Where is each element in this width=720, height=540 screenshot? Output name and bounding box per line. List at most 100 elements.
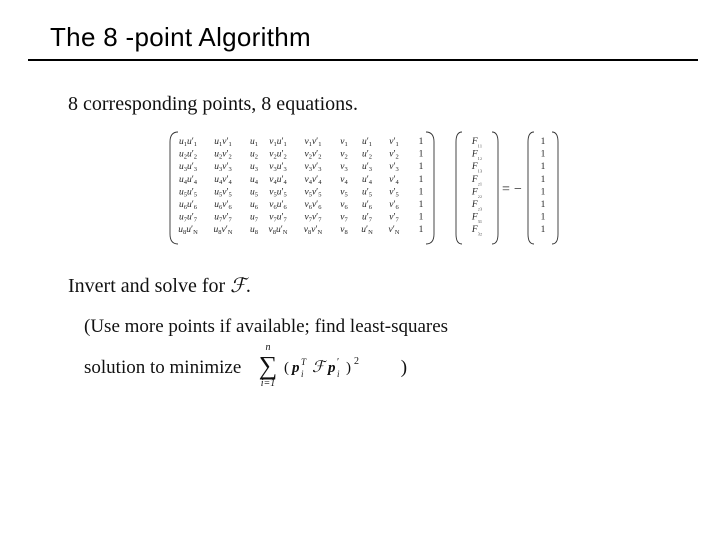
svg-text:v5: v5 [340,187,347,198]
svg-text:v7: v7 [340,213,348,224]
svg-text:F₁₃: F₁₃ [471,162,482,173]
svg-text:v′3: v′3 [389,162,399,173]
svg-text:v8u′N: v8u′N [269,225,288,236]
svg-text:v′6: v′6 [389,200,399,211]
svg-text:F₂₂: F₂₂ [471,187,482,198]
invert-line: Invert and solve for ℱ. [68,273,680,298]
svg-text:i: i [337,369,340,379]
svg-text:v6u′6: v6u′6 [269,200,287,211]
svg-text:u5v′5: u5v′5 [214,187,232,198]
svg-text:v8v′N: v8v′N [304,225,323,236]
note-prefix: solution to minimize [84,357,246,378]
svg-text:u3: u3 [250,162,258,173]
svg-text:v5u′5: v5u′5 [269,187,287,198]
svg-text:v′N: v′N [389,225,400,236]
note-suffix: ) [401,357,407,378]
matrix-equation-svg: u1u′1u1v′1u1v1u′1v1v′1v1u′1v′11u2u′2u2v′… [166,130,564,248]
svg-text:u′4: u′4 [362,175,373,186]
svg-text:v5v′5: v5v′5 [304,187,321,198]
svg-text:u1: u1 [250,137,258,148]
svg-text:v′2: v′2 [389,150,399,161]
svg-text:1: 1 [541,200,546,210]
svg-text:u3v′3: u3v′3 [214,162,232,173]
svg-text:u′6: u′6 [362,200,373,211]
svg-text:v′7: v′7 [389,213,399,224]
svg-text:u8: u8 [250,225,258,236]
svg-text:(: ( [284,360,289,376]
svg-text:i: i [301,369,304,379]
svg-text:u6u′6: u6u′6 [179,200,198,211]
svg-text:ℱ: ℱ [312,359,328,376]
svg-text:1: 1 [419,162,424,172]
svg-text:u2u′2: u2u′2 [179,150,197,161]
svg-text:F₂₃: F₂₃ [471,200,482,211]
svg-text:u8v′N: u8v′N [214,225,233,236]
svg-text:F₃₁: F₃₁ [471,213,482,224]
svg-text:u′3: u′3 [362,162,372,173]
svg-text:u2: u2 [250,150,258,161]
svg-text:p: p [326,360,336,376]
svg-text:1: 1 [541,162,546,172]
svg-text:1: 1 [419,175,424,185]
svg-text:v7v′7: v7v′7 [304,213,322,224]
svg-text:u8u′N: u8u′N [178,225,198,236]
svg-text:v4v′4: v4v′4 [304,175,322,186]
svg-text:v3: v3 [340,162,347,173]
svg-text:v2: v2 [340,150,347,161]
svg-text:u7v′7: u7v′7 [214,213,232,224]
svg-text:u′7: u′7 [362,213,373,224]
title-rule [28,59,698,61]
svg-text:v8: v8 [340,225,347,236]
svg-text:u′5: u′5 [362,187,372,198]
svg-text:=: = [502,182,510,197]
note-line-2: solution to minimize ∑ni=1(pTiℱp′i)2 ) [84,340,680,398]
svg-text:1: 1 [419,225,424,235]
svg-text:v4: v4 [340,175,348,186]
svg-text:u1u′1: u1u′1 [179,137,197,148]
svg-text:v′4: v′4 [389,175,399,186]
svg-text:2: 2 [354,356,359,367]
svg-text:u3u′3: u3u′3 [179,162,197,173]
svg-text:F₁₂: F₁₂ [471,150,482,161]
svg-text:u′N: u′N [361,225,373,236]
svg-text:1: 1 [541,213,546,223]
svg-text:i=1: i=1 [261,378,276,389]
minimize-formula-svg: ∑ni=1(pTiℱp′i)2 [250,340,390,390]
svg-text:u′2: u′2 [362,150,372,161]
svg-text:1: 1 [541,225,546,235]
least-squares-note: (Use more points if available; find leas… [84,314,680,397]
svg-text:1: 1 [541,187,546,197]
svg-text:1: 1 [541,150,546,160]
svg-text:v1u′1: v1u′1 [269,137,287,148]
svg-text:n: n [266,342,271,353]
svg-text:v′5: v′5 [389,187,399,198]
svg-text:u5u′5: u5u′5 [179,187,197,198]
svg-text:u6: u6 [250,200,259,211]
svg-text:F₂₁: F₂₁ [471,175,482,186]
svg-text:T: T [301,357,307,367]
svg-text:u4: u4 [250,175,259,186]
svg-text:u4v′4: u4v′4 [214,175,232,186]
svg-text:u1v′1: u1v′1 [214,137,232,148]
invert-prefix: Invert and solve for [68,275,230,297]
svg-text:v2u′2: v2u′2 [269,150,287,161]
svg-text:1: 1 [419,213,424,223]
svg-text:): ) [346,360,351,376]
note-line-1: (Use more points if available; find leas… [84,314,680,340]
svg-text:u7u′7: u7u′7 [179,213,198,224]
svg-text:v1: v1 [340,137,347,148]
svg-text:1: 1 [419,187,424,197]
svg-text:u5: u5 [250,187,258,198]
svg-text:v′1: v′1 [389,137,399,148]
svg-text:F₃₂: F₃₂ [471,225,482,236]
intro-line: 8 corresponding points, 8 equations. [68,93,680,116]
svg-text:u7: u7 [250,213,259,224]
svg-text:u4u′4: u4u′4 [179,175,198,186]
minimize-formula-wrap: ∑ni=1(pTiℱp′i)2 [250,340,390,398]
svg-text:∑: ∑ [259,351,278,380]
svg-text:1: 1 [419,150,424,160]
svg-text:v6: v6 [340,200,348,211]
invert-suffix: . [246,275,251,297]
svg-text:v2v′2: v2v′2 [304,150,321,161]
svg-text:p: p [290,360,300,376]
